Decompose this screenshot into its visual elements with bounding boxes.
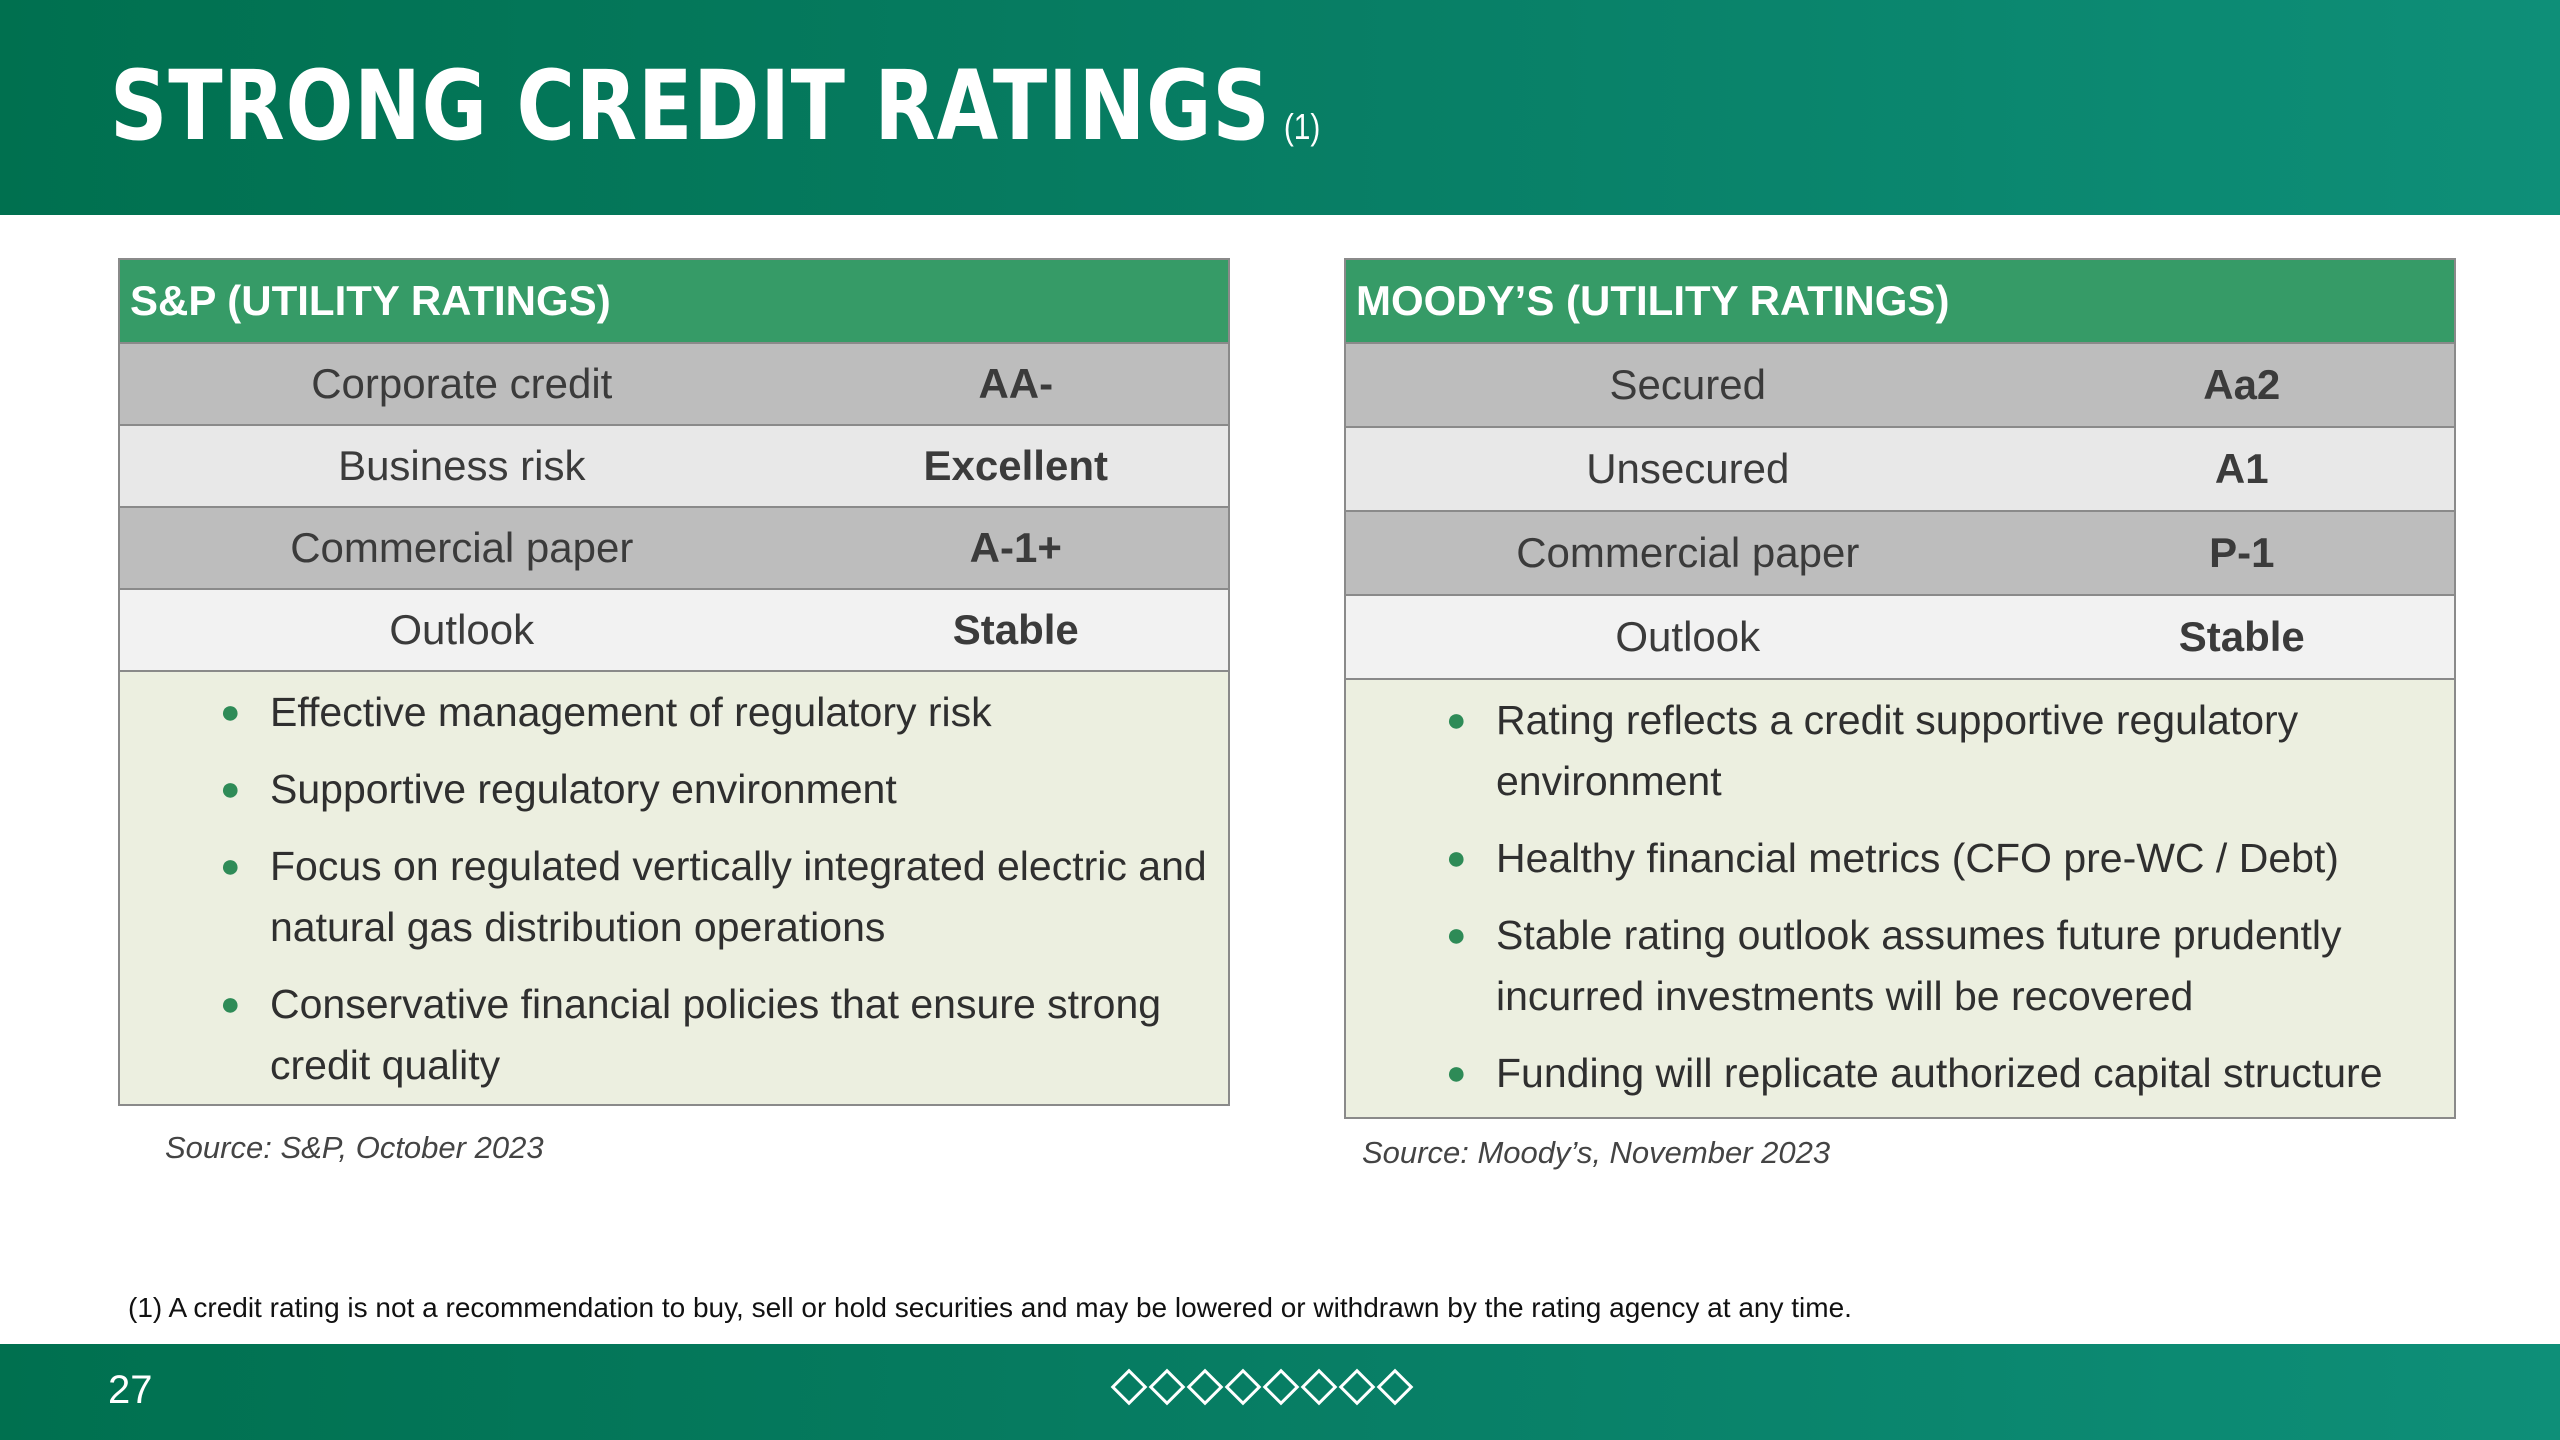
list-item: ● Funding will replicate authorized capit… xyxy=(1346,1043,2454,1104)
list-item: ● Stable rating outlook assumes future pr… xyxy=(1346,905,2454,1027)
moodys-row-secured: Secured Aa2 xyxy=(1346,342,2454,426)
bullet-icon: ● xyxy=(1446,1054,1467,1092)
diamond-outline-icon xyxy=(1300,1368,1338,1406)
bullet-text: Stable rating outlook assumes future pru… xyxy=(1496,912,2342,1019)
sp-bullet-list: ● Effective management of regulatory risk… xyxy=(120,670,1228,1096)
list-item: ● Conservative financial policies that en… xyxy=(120,974,1228,1096)
rating-value: A-1+ xyxy=(969,524,1062,571)
rating-value: Aa2 xyxy=(2203,361,2281,408)
rating-label: Outlook xyxy=(389,606,535,653)
rating-label: Commercial paper xyxy=(290,524,634,571)
bullet-text: Effective management of regulatory risk xyxy=(270,689,992,735)
rating-value: P-1 xyxy=(2209,529,2275,576)
moodys-row-unsecured: Unsecured A1 xyxy=(1346,426,2454,510)
rating-label: Commercial paper xyxy=(1516,529,1860,576)
bullet-text: Conservative financial policies that ens… xyxy=(270,981,1162,1088)
bullet-icon: ● xyxy=(220,770,241,808)
list-item: ● Rating reflects a credit supportive reg… xyxy=(1346,690,2454,812)
bullet-icon: ● xyxy=(220,847,241,885)
diamond-outline-icon xyxy=(1262,1368,1300,1406)
bullet-icon: ● xyxy=(220,693,241,731)
bullet-text: Funding will replicate authorized capita… xyxy=(1496,1050,2383,1096)
page-title: STRONG CREDIT RATINGS (1) xyxy=(110,58,1320,154)
sp-ratings-card: S&P (UTILITY RATINGS) Corporate credit A… xyxy=(118,258,1230,1106)
sp-row-corporate-credit: Corporate credit AA- xyxy=(120,342,1228,424)
rating-value: Stable xyxy=(2178,613,2305,660)
diamond-outline-icon xyxy=(1338,1368,1376,1406)
rating-value: AA- xyxy=(978,360,1054,407)
bullet-icon: ● xyxy=(220,985,241,1023)
diamond-outline-icon xyxy=(1110,1368,1148,1406)
bullet-icon: ● xyxy=(1446,701,1467,739)
rating-label: Secured xyxy=(1609,361,1766,408)
page-title-text: STRONG CREDIT RATINGS xyxy=(110,50,1271,162)
rating-label: Business risk xyxy=(338,442,586,489)
sp-row-commercial-paper: Commercial paper A-1+ xyxy=(120,506,1228,588)
sp-row-business-risk: Business risk Excellent xyxy=(120,424,1228,506)
footer-band: 27 xyxy=(0,1344,2560,1440)
moodys-ratings-card: MOODY’S (UTILITY RATINGS) Secured Aa2 Un… xyxy=(1344,258,2456,1119)
diamond-outline-icon xyxy=(1186,1368,1224,1406)
diamond-decoration xyxy=(1110,1368,1414,1406)
rating-label: Corporate credit xyxy=(311,360,613,407)
title-footnote-ref: (1) xyxy=(1283,106,1321,147)
rating-value: Excellent xyxy=(923,442,1108,489)
header-band: STRONG CREDIT RATINGS (1) xyxy=(0,0,2560,215)
sp-source-note: Source: S&P, October 2023 xyxy=(165,1130,544,1165)
bullet-text: Healthy financial metrics (CFO pre-WC / … xyxy=(1496,835,2339,881)
bullet-text: Focus on regulated vertically integrated… xyxy=(270,843,1207,950)
bullet-text: Supportive regulatory environment xyxy=(270,766,897,812)
sp-row-outlook: Outlook Stable xyxy=(120,588,1228,670)
sp-card-heading: S&P (UTILITY RATINGS) xyxy=(120,260,1228,342)
rating-value: Stable xyxy=(952,606,1079,653)
rating-label: Outlook xyxy=(1615,613,1761,660)
rating-value: A1 xyxy=(2214,445,2269,492)
moodys-row-outlook: Outlook Stable xyxy=(1346,594,2454,678)
moodys-row-commercial-paper: Commercial paper P-1 xyxy=(1346,510,2454,594)
list-item: ● Focus on regulated vertically integrate… xyxy=(120,836,1228,958)
list-item: ● Supportive regulatory environment xyxy=(120,759,1228,820)
list-item: ● Healthy financial metrics (CFO pre-WC /… xyxy=(1346,828,2454,889)
moodys-card-heading: MOODY’S (UTILITY RATINGS) xyxy=(1346,260,2454,342)
rating-label: Unsecured xyxy=(1586,445,1790,492)
bullet-text: Rating reflects a credit supportive regu… xyxy=(1496,697,2299,804)
page-number: 27 xyxy=(108,1368,153,1412)
list-item: ● Effective management of regulatory risk xyxy=(120,682,1228,743)
diamond-outline-icon xyxy=(1148,1368,1186,1406)
bullet-icon: ● xyxy=(1446,916,1467,954)
footnote: (1) A credit rating is not a recommendat… xyxy=(128,1292,1852,1323)
diamond-outline-icon xyxy=(1224,1368,1262,1406)
moodys-bullet-list: ● Rating reflects a credit supportive reg… xyxy=(1346,678,2454,1104)
moodys-source-note: Source: Moody’s, November 2023 xyxy=(1362,1135,1831,1170)
diamond-outline-icon xyxy=(1376,1368,1414,1406)
bullet-icon: ● xyxy=(1446,839,1467,877)
